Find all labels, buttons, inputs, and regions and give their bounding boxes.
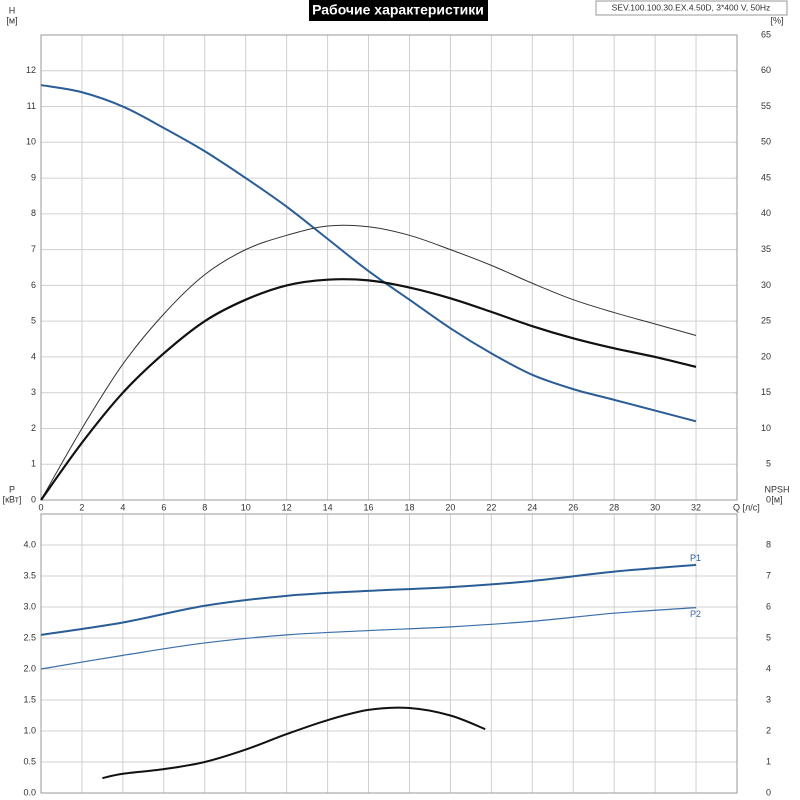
series-label: P1 — [690, 553, 701, 563]
y2-axis-unit: [%] — [770, 15, 783, 25]
x-tick-label: 6 — [161, 502, 166, 512]
y-tick-label: 1 — [31, 459, 36, 469]
y2-tick-label: 30 — [761, 280, 771, 290]
y-tick-label: 0 — [31, 494, 36, 504]
y-tick-label: 6 — [31, 280, 36, 290]
curve — [40, 224, 697, 501]
y-tick-label: 12 — [26, 65, 36, 75]
y2-tick-label: 5 — [766, 632, 771, 642]
y-tick-label: 3 — [31, 387, 36, 397]
curve — [40, 607, 697, 670]
title-box — [309, 0, 488, 21]
chart-title: Рабочие характеристики — [312, 2, 484, 18]
y-tick-label: 3.0 — [23, 601, 36, 611]
y-tick-label: 5 — [31, 316, 36, 326]
y2-axis-unit: [м] — [771, 494, 782, 504]
curve — [40, 563, 697, 636]
y2-tick-label: 20 — [761, 351, 771, 361]
subtitle-box — [595, 0, 788, 16]
y2-tick-label: 40 — [761, 208, 771, 218]
y-axis-label: H — [9, 5, 16, 15]
y2-tick-label: 4 — [766, 663, 771, 673]
y2-tick-label: 45 — [761, 172, 771, 182]
y2-tick-label: 10 — [761, 423, 771, 433]
y-axis-label: P — [9, 484, 15, 494]
y2-tick-label: 1 — [766, 756, 771, 766]
y-tick-label: 2 — [31, 423, 36, 433]
y-tick-label: 0.0 — [23, 787, 36, 797]
y2-tick-label: 5 — [766, 459, 771, 469]
y2-axis-label: NPSH — [764, 484, 789, 494]
chart-subtitle: SEV.100.100.30.EX.4.50D, 3*400 V, 50Hz — [612, 2, 771, 12]
x-axis-label: Q [л/с] — [733, 502, 760, 512]
curve — [40, 84, 697, 423]
y2-tick-label: 55 — [761, 101, 771, 111]
y2-tick-label: 25 — [761, 316, 771, 326]
y-tick-label: 3.5 — [23, 570, 36, 580]
x-tick-label: 28 — [609, 502, 619, 512]
y-tick-label: 4 — [31, 351, 36, 361]
x-tick-label: 18 — [404, 502, 414, 512]
y2-tick-label: 35 — [761, 244, 771, 254]
series-label: P2 — [690, 609, 701, 619]
x-tick-label: 10 — [241, 502, 251, 512]
y2-tick-label: 7 — [766, 570, 771, 580]
y2-tick-label: 0 — [766, 494, 771, 504]
y-tick-label: 1.5 — [23, 694, 36, 704]
x-tick-label: 26 — [568, 502, 578, 512]
y-tick-label: 0.5 — [23, 756, 36, 766]
y2-tick-label: 6 — [766, 601, 771, 611]
y-tick-label: 4.0 — [23, 539, 36, 549]
x-tick-label: 0 — [38, 502, 43, 512]
y2-tick-label: 3 — [766, 694, 771, 704]
x-tick-label: 20 — [445, 502, 455, 512]
y-tick-label: 8 — [31, 208, 36, 218]
y-tick-label: 7 — [31, 244, 36, 254]
y2-tick-label: 65 — [761, 29, 771, 39]
y-tick-label: 10 — [26, 137, 36, 147]
x-tick-label: 2 — [79, 502, 84, 512]
y2-tick-label: 50 — [761, 137, 771, 147]
y2-tick-label: 60 — [761, 65, 771, 75]
plot-frame — [40, 34, 738, 501]
x-tick-label: 30 — [650, 502, 660, 512]
y2-tick-label: 0 — [766, 787, 771, 797]
plot-area — [41, 35, 737, 500]
y-tick-label: 1.0 — [23, 725, 36, 735]
x-tick-label: 24 — [527, 502, 537, 512]
curve — [102, 706, 486, 780]
y-tick-label: 9 — [31, 172, 36, 182]
x-tick-label: 32 — [691, 502, 701, 512]
y2-tick-label: 8 — [766, 539, 771, 549]
x-tick-label: 14 — [323, 502, 333, 512]
x-tick-label: 12 — [282, 502, 292, 512]
x-tick-label: 22 — [486, 502, 496, 512]
y2-tick-label: 2 — [766, 725, 771, 735]
y-tick-label: 11 — [27, 101, 36, 111]
plot-frame — [40, 513, 738, 794]
plot-area — [41, 514, 737, 793]
y-axis-unit: [м] — [6, 15, 17, 25]
x-tick-label: 8 — [202, 502, 207, 512]
y-tick-label: 2.5 — [23, 632, 36, 642]
x-tick-label: 4 — [120, 502, 125, 512]
y-axis-unit: [кВт] — [3, 494, 22, 504]
curve — [40, 278, 697, 501]
y2-tick-label: 15 — [761, 387, 771, 397]
x-tick-label: 16 — [364, 502, 374, 512]
y-tick-label: 2.0 — [23, 663, 36, 673]
